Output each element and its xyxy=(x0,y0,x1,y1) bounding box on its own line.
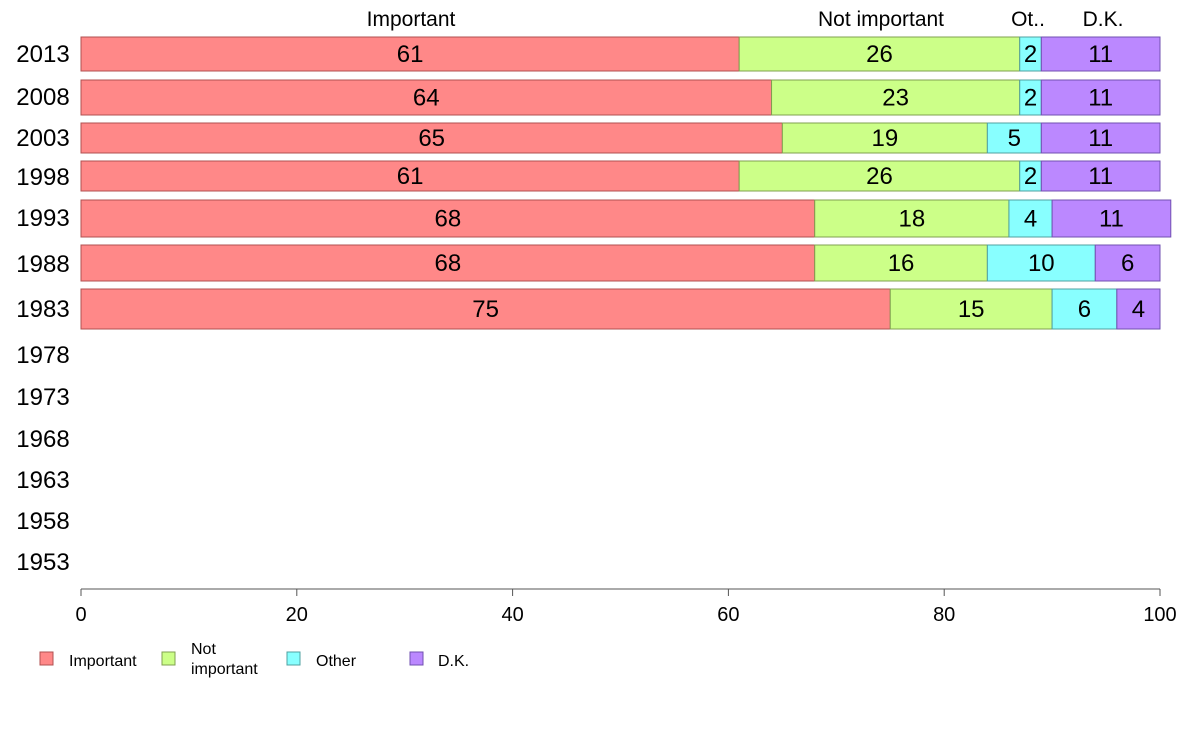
bar-1988-d-k xyxy=(1094,244,1161,282)
bar-1983-other xyxy=(1051,288,1118,330)
x-axis: 0 20 40 60 80 100 xyxy=(75,588,1177,626)
bar-label-1998-other: 2 xyxy=(1024,163,1037,190)
bar-label-2013-important: 61 xyxy=(397,41,424,68)
year-axis-labels: 2013 2008 2003 1998 1993 1988 1983 1978 1973 1968… xyxy=(16,41,69,576)
bar-label-1988-important: 68 xyxy=(435,250,462,277)
bar-1998-not-important xyxy=(738,160,1021,192)
x-tick-label-40: 40 xyxy=(501,604,523,626)
bar-2013-important xyxy=(80,36,740,72)
bar-1983-not-important xyxy=(889,288,1053,330)
x-tick-label-20: 20 xyxy=(286,604,308,626)
year-label-1973: 1973 xyxy=(16,384,69,411)
year-label-2008: 2008 xyxy=(16,84,69,111)
bar-label-1998-important: 61 xyxy=(397,163,424,190)
bar-label-1983-d-k: 4 xyxy=(1132,296,1145,323)
bar-1988-not-important xyxy=(814,244,988,282)
bar-label-1988-other: 10 xyxy=(1028,250,1055,277)
bar-1993-not-important xyxy=(814,199,1010,238)
bar-label-1983-important: 75 xyxy=(472,296,499,323)
bar-label-1988-d-k: 6 xyxy=(1121,250,1134,277)
bar-1993-other xyxy=(1008,199,1053,238)
bar-label-2003-not-important: 19 xyxy=(872,125,899,152)
year-label-1963: 1963 xyxy=(16,467,69,494)
x-tick-label-60: 60 xyxy=(717,604,739,626)
bar-2008-d-k xyxy=(1040,79,1161,116)
x-tick-label-0: 0 xyxy=(75,604,86,626)
bar-label-2013-other: 2 xyxy=(1024,41,1037,68)
legend-label-important: Important xyxy=(69,653,137,670)
bar-label-2003-other: 5 xyxy=(1008,125,1021,152)
bar-label-1993-not-important: 18 xyxy=(898,206,925,233)
x-tick-label-80: 80 xyxy=(933,604,955,626)
year-label-2003: 2003 xyxy=(16,125,69,152)
bar-1993-important xyxy=(80,199,816,238)
bar-2008-important xyxy=(80,79,773,116)
bar-2008-not-important xyxy=(771,79,1021,116)
legend-swatch-other xyxy=(286,651,301,666)
bar-label-2003-important: 65 xyxy=(418,125,445,152)
bar-2003-important xyxy=(80,122,783,154)
bar-1998-d-k xyxy=(1040,160,1161,192)
legend-label-other: Other xyxy=(316,653,357,670)
column-header-d-k: D.K. xyxy=(1083,8,1124,31)
bar-label-2008-not-important: 23 xyxy=(882,85,909,112)
bar-2003-not-important xyxy=(781,122,988,154)
bar-2003-other xyxy=(986,122,1042,154)
column-header-important: Important xyxy=(367,8,456,31)
bar-label-2013-not-important: 26 xyxy=(866,41,893,68)
bar-label-1983-not-important: 15 xyxy=(958,296,985,323)
bar-label-1993-important: 68 xyxy=(435,206,462,233)
bar-label-2008-other: 2 xyxy=(1024,85,1037,112)
year-label-1968: 1968 xyxy=(16,426,69,453)
legend-swatch-important xyxy=(39,651,54,666)
year-label-2013: 2013 xyxy=(16,41,69,68)
bar-label-2003-d-k: 11 xyxy=(1088,125,1113,152)
bar-1983-important xyxy=(80,288,891,330)
bar-label-1993-other: 4 xyxy=(1024,206,1037,233)
bar-label-2008-important: 64 xyxy=(413,85,440,112)
bar-2013-not-important xyxy=(738,36,1021,72)
legend-swatch-d-k xyxy=(409,651,424,666)
bar-label-1998-not-important: 26 xyxy=(866,163,893,190)
column-headers: Important Not important Ot.. D.K. xyxy=(367,8,1124,31)
bar-1988-important xyxy=(80,244,816,282)
year-label-1958: 1958 xyxy=(16,508,69,535)
legend-label-not-important: Not important xyxy=(191,641,258,678)
bar-label-1988-not-important: 16 xyxy=(888,250,915,277)
year-label-1998: 1998 xyxy=(16,164,69,191)
bar-label-1993-d-k: 11 xyxy=(1099,206,1124,233)
year-label-1988: 1988 xyxy=(16,251,69,278)
bar-1998-important xyxy=(80,160,740,192)
year-label-1978: 1978 xyxy=(16,342,69,369)
bar-2003-d-k xyxy=(1040,122,1161,154)
bar-label-2008-d-k: 11 xyxy=(1088,85,1113,112)
year-label-1993: 1993 xyxy=(16,205,69,232)
year-label-1983: 1983 xyxy=(16,296,69,323)
column-header-ot: Ot.. xyxy=(1011,8,1045,31)
legend-swatch-not-important xyxy=(161,651,176,666)
year-label-1953: 1953 xyxy=(16,549,69,576)
column-header-not-important: Not important xyxy=(818,8,944,31)
legend: Important Not important Other D.K. xyxy=(39,641,469,678)
bar-2013-d-k xyxy=(1040,36,1161,72)
x-tick-label-100: 100 xyxy=(1143,604,1176,626)
legend-label-d-k: D.K. xyxy=(438,653,469,670)
bar-label-1983-other: 6 xyxy=(1078,296,1091,323)
bar-1983-d-k xyxy=(1116,288,1161,330)
bar-label-1998-d-k: 11 xyxy=(1088,163,1113,190)
bar-1993-d-k xyxy=(1051,199,1172,238)
bar-label-2013-d-k: 11 xyxy=(1088,41,1113,68)
